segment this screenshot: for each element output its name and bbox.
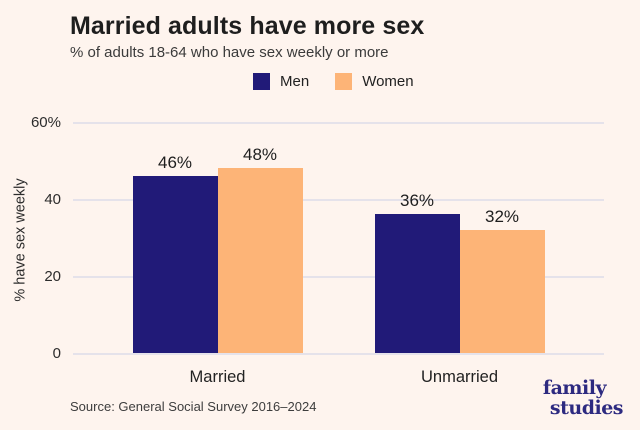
- bar-women-unmarried: [459, 229, 545, 353]
- logo-text-studies: studies: [549, 397, 624, 419]
- value-label-men-unmarried: 36%: [399, 191, 435, 211]
- gridline-20: [73, 276, 604, 278]
- legend-label-men: Men: [280, 73, 310, 90]
- source-note: Source: General Social Survey 2016–2024: [70, 399, 317, 414]
- y-tick-0: 0: [52, 345, 61, 362]
- legend-item-men: Men: [253, 73, 309, 90]
- x-tick-unmarried: Unmarried: [420, 368, 499, 386]
- chart-title: Married adults have more sex: [70, 12, 425, 40]
- chart-subtitle: % of adults 18-64 who have sex weekly or…: [70, 44, 389, 61]
- gridline-40: [73, 199, 604, 201]
- gridline-60: [73, 122, 604, 124]
- women-color-swatch: [335, 73, 353, 90]
- y-tick-20: 20: [44, 268, 61, 285]
- value-label-women-married: 48%: [242, 145, 278, 165]
- legend-label-women: Women: [362, 73, 414, 90]
- legend: Men Women: [253, 73, 414, 90]
- logo-text-family: family: [542, 377, 607, 399]
- plot-area: 0 20 40 60% 46% 48% Married 36% 32% Unmarried: [31, 114, 604, 386]
- value-label-men-married: 46%: [157, 152, 193, 172]
- y-tick-60: 60%: [30, 114, 61, 131]
- value-label-women-unmarried: 32%: [484, 206, 520, 226]
- x-tick-married: Married: [189, 368, 246, 386]
- bar-women-married: [217, 168, 303, 353]
- bar-men-unmarried: [374, 214, 460, 353]
- bar-men-married: [132, 175, 218, 353]
- y-tick-40: 40: [44, 191, 61, 208]
- family-studies-logo: family studies: [542, 377, 624, 419]
- men-color-swatch: [253, 73, 270, 90]
- gridline-0: [73, 353, 604, 355]
- legend-item-women: Women: [335, 73, 414, 90]
